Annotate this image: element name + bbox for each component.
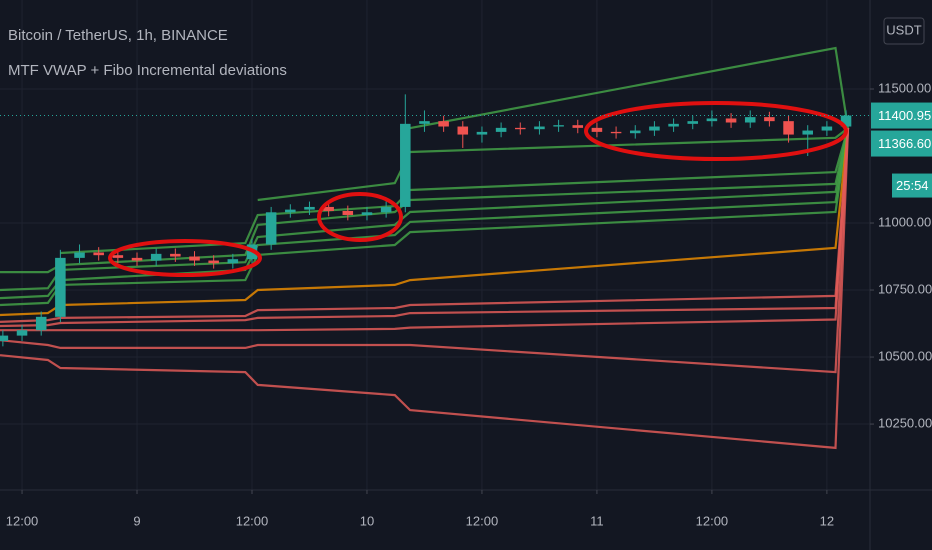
candle-body — [131, 257, 143, 261]
candle-body — [208, 260, 219, 264]
candle-body — [112, 255, 124, 258]
band-line — [0, 127, 850, 274]
x-tick-label: 12 — [820, 513, 834, 528]
chart-title: Bitcoin / TetherUS, 1h, BINANCE — [8, 27, 228, 44]
band-line — [409, 46, 850, 130]
candle-body — [323, 206, 334, 211]
candle-body — [706, 118, 718, 122]
y-tick-label: 10750.00 — [878, 281, 932, 296]
candle-body — [802, 130, 813, 135]
candle-body — [35, 316, 47, 331]
vwap-price-box — [871, 130, 932, 157]
candle-body — [55, 257, 66, 317]
candle-body — [783, 121, 794, 135]
candle-body — [610, 131, 622, 134]
candle-body — [649, 126, 660, 131]
candle-body — [189, 256, 200, 261]
band-line — [0, 128, 850, 450]
axes: 10250.00 10500.00 10750.00 11000.00 11500.00… — [0, 80, 932, 528]
band-line — [0, 127, 850, 292]
candle-body — [476, 131, 488, 135]
candle-body — [74, 252, 85, 258]
candle-body — [150, 253, 162, 261]
candle-body — [400, 123, 411, 207]
candle-body — [515, 127, 526, 130]
candle-body — [553, 125, 564, 127]
candle-body — [687, 121, 699, 124]
candle-body — [227, 259, 239, 264]
grid — [0, 0, 870, 490]
y-tick-label: 11000.00 — [878, 214, 931, 229]
x-tick-label: 10 — [360, 513, 374, 528]
candle-body — [840, 115, 852, 127]
candle-body — [764, 117, 775, 122]
band-line — [0, 128, 850, 323]
candle-body — [0, 335, 9, 341]
candle-body — [725, 118, 737, 123]
x-tick-label: 12:00 — [6, 513, 39, 528]
candle-body — [16, 330, 28, 336]
countdown-box — [892, 173, 932, 198]
candle-body — [304, 206, 315, 210]
unit-box[interactable] — [883, 17, 925, 45]
y-tick-label: 10500.00 — [878, 348, 932, 363]
candle-body — [438, 121, 449, 127]
x-tick-label: 12:00 — [696, 513, 729, 528]
unit-label[interactable]: USDT — [886, 22, 921, 37]
x-tick-label: 12:00 — [236, 513, 269, 528]
indicator-title: MTF VWAP + Fibo Incremental deviations — [8, 62, 287, 79]
candle-body — [668, 123, 679, 127]
candle-body — [744, 117, 756, 123]
highlight-ellipse — [317, 192, 403, 242]
last-price-box — [871, 102, 932, 129]
candle-body — [572, 125, 584, 128]
candle-body — [170, 253, 181, 257]
candle-body — [821, 126, 833, 131]
candle-body — [285, 209, 296, 213]
candle-body — [361, 212, 373, 215]
candle-body — [457, 126, 469, 135]
x-tick-label: 12:00 — [466, 513, 499, 528]
candle-body — [534, 126, 545, 130]
band-line — [0, 127, 850, 300]
y-tick-label: 10250.00 — [878, 415, 932, 430]
candle-body — [495, 127, 507, 132]
band-line — [0, 128, 850, 374]
highlight-ellipse — [108, 239, 262, 277]
candle-body — [93, 252, 104, 256]
candle-body — [419, 121, 430, 124]
candle-body — [591, 127, 603, 132]
y-tick-label: 11500.00 — [878, 80, 931, 95]
vwap-price-label: 11366.60 — [878, 136, 931, 151]
band-line — [0, 127, 850, 317]
annotations — [108, 101, 848, 277]
candle-body — [629, 130, 641, 134]
countdown-label: 25:54 — [896, 178, 929, 193]
band-line — [0, 128, 850, 332]
candle-body — [380, 206, 392, 213]
highlight-ellipse — [584, 101, 848, 161]
candle-body — [265, 212, 277, 245]
candle-body — [342, 210, 354, 215]
band-line — [0, 128, 850, 328]
x-tick-label: 11 — [590, 513, 604, 528]
last-price-label: 11400.95 — [878, 108, 931, 123]
x-tick-label: 9 — [133, 513, 140, 528]
